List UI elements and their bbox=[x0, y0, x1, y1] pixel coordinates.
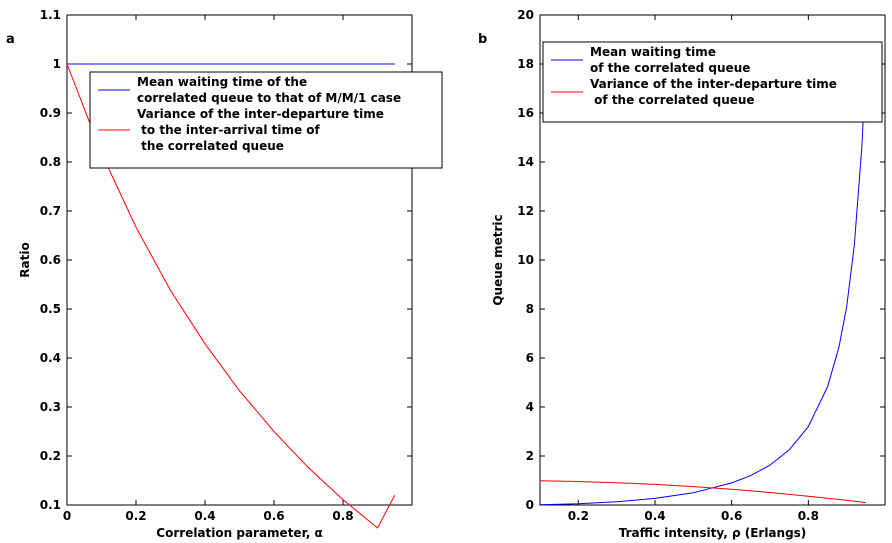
x-tick-label: 0.4 bbox=[644, 509, 665, 523]
y-tick-label: 0.2 bbox=[40, 449, 61, 463]
legend-box bbox=[542, 41, 883, 123]
x-tick-label: 0.6 bbox=[263, 509, 284, 523]
panel-b-ticks: 0.2 0.4 0.6 0.8 0 2 4 6 8 10 12 14 16 18 20 bbox=[517, 8, 885, 523]
x-tick-label: 0.8 bbox=[798, 509, 819, 523]
y-tick-label: 8 bbox=[526, 302, 534, 316]
y-tick-label: 20 bbox=[517, 8, 534, 22]
y-tick-label: 0.1 bbox=[40, 498, 61, 512]
y-tick-label: 1.1 bbox=[40, 8, 61, 22]
y-tick-label: 10 bbox=[517, 253, 534, 267]
y-tick-label: 18 bbox=[517, 57, 534, 71]
series-line-2 bbox=[66, 63, 396, 529]
y-tick-label: 0.9 bbox=[40, 106, 61, 120]
legend-box bbox=[89, 71, 443, 169]
panel-a-label: a bbox=[6, 32, 15, 47]
panel-a-y-axis-label: Ratio bbox=[18, 242, 32, 277]
y-tick-label: 0.8 bbox=[40, 155, 61, 169]
x-tick-label: 0.2 bbox=[125, 509, 146, 523]
y-tick-label: 2 bbox=[526, 449, 534, 463]
x-tick-label: 0.2 bbox=[568, 509, 589, 523]
series-line-2 bbox=[539, 480, 866, 504]
x-tick-label: 0.6 bbox=[721, 509, 742, 523]
y-tick-label: 0.4 bbox=[40, 351, 61, 365]
y-tick-label: 0.7 bbox=[40, 204, 61, 218]
panel-b-lines bbox=[539, 62, 867, 506]
panel-a-x-axis-label: Correlation parameter, α bbox=[156, 526, 322, 540]
panel-b-y-axis-label: Queue metric bbox=[491, 214, 505, 305]
panel-a-lines bbox=[66, 63, 396, 529]
panel-b-legend: Mean waiting time of the correlated queue… bbox=[542, 41, 883, 123]
y-tick-label: 0.3 bbox=[40, 400, 61, 414]
legend-label: to the inter-arrival time of bbox=[137, 123, 321, 137]
legend-label: of the correlated queue bbox=[590, 61, 750, 75]
panel-b: b 0.2 0.4 0.6 0.8 0 2 4 6 8 10 12 14 16 18 20 Mean wai… bbox=[478, 8, 886, 540]
panel-a-ticks: 0 0.2 0.4 0.6 0.8 0.1 0.2 0.3 0.4 0.5 0.6 0.7 0.8 0.9… bbox=[40, 8, 412, 523]
panel-a: a 0 0.2 0.4 0.6 0.80.10.20.30.40.50.60.70.80… bbox=[6, 8, 443, 540]
legend-label: the correlated queue bbox=[137, 139, 284, 153]
y-tick-label: 14 bbox=[517, 155, 534, 169]
y-tick-label: 0.6 bbox=[40, 253, 61, 267]
y-tick-label: 12 bbox=[517, 204, 534, 218]
legend-label: of the correlated queue bbox=[590, 93, 755, 107]
panel-a-legend: Mean waiting time of the correlated queue… bbox=[89, 71, 443, 169]
legend-label: Mean waiting time of the bbox=[137, 75, 307, 89]
y-tick-label: 0.5 bbox=[40, 302, 61, 316]
series-line-1 bbox=[539, 62, 867, 506]
legend-label: Variance of the inter-departure time bbox=[137, 107, 384, 121]
y-tick-label: 4 bbox=[526, 400, 534, 414]
legend-label: Mean waiting time bbox=[590, 45, 716, 59]
y-tick-label: 16 bbox=[517, 106, 534, 120]
x-tick-label: 0.4 bbox=[194, 509, 215, 523]
panel-b-label: b bbox=[478, 32, 487, 47]
x-tick-label: 0.8 bbox=[332, 509, 353, 523]
y-tick-label: 1 bbox=[53, 57, 61, 71]
legend-label: Variance of the inter-departure time bbox=[590, 77, 837, 91]
y-tick-label: 0 bbox=[526, 498, 534, 512]
legend-label: correlated queue to that of M/M/1 case bbox=[137, 91, 401, 105]
y-tick-label: 6 bbox=[526, 351, 534, 365]
x-tick-label: 0 bbox=[63, 509, 71, 523]
panel-b-x-axis-label: Traffic intensity, ρ (Erlangs) bbox=[619, 526, 807, 540]
